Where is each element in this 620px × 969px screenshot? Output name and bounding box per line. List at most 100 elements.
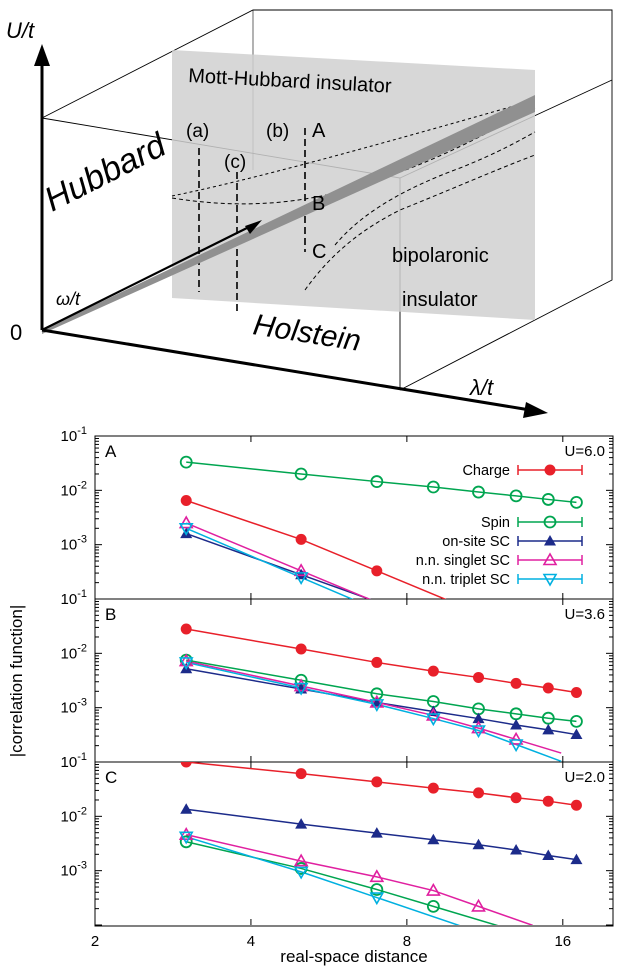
data-point [570, 799, 582, 811]
data-point [427, 833, 440, 845]
series-line-n-n-triplet-sc [185, 836, 461, 925]
lambda-axis [41, 328, 531, 412]
data-point [178, 831, 194, 845]
legend-marker [544, 535, 556, 546]
data-point [570, 728, 583, 740]
data-point [295, 643, 307, 655]
mott-boundary-2 [171, 99, 536, 197]
series-line-n-n-singlet-sc [186, 833, 533, 925]
data-point [510, 677, 522, 689]
panel-u-label: U=6.0 [565, 443, 605, 460]
data-point [508, 739, 524, 753]
panel-letter: B [105, 605, 116, 624]
data-point [472, 838, 485, 850]
point-c-paren-label: (c) [224, 152, 246, 173]
point-C-label: C [312, 241, 326, 263]
legend-marker [542, 552, 558, 566]
x-axis-label: real-space distance [280, 947, 427, 966]
data-point [294, 467, 308, 481]
data-point [369, 869, 385, 883]
legend-label: on-site SC [442, 534, 510, 550]
series-layer [178, 455, 583, 925]
y-tick-label: 10-3 [61, 860, 87, 880]
point-b-paren-label: (b) [266, 121, 289, 142]
legend-label: n.n. triplet SC [422, 572, 510, 588]
data-point [570, 714, 583, 728]
panel-A-series [178, 455, 583, 599]
data-point [180, 803, 193, 814]
legend-label: Charge [462, 463, 510, 479]
panels-frame [94, 435, 614, 927]
panel-u-label: U=2.0 [565, 769, 605, 786]
x-tick-label: 4 [247, 933, 255, 950]
y-tick-label: 10-1 [61, 588, 87, 608]
data-point [425, 882, 441, 896]
series-line-on-site-sc [185, 532, 372, 599]
series-line-spin [186, 841, 499, 925]
omega-axis-label: ω/t [56, 289, 81, 309]
data-point [293, 563, 309, 577]
data-point [570, 853, 583, 865]
bipolaronic-label-1: bipolaronic [392, 245, 489, 267]
data-point [570, 687, 582, 699]
data-point [508, 731, 524, 745]
bipolaronic-boundary-1 [304, 154, 536, 291]
panel-C-series [178, 762, 583, 925]
data-point [426, 480, 440, 494]
data-point [293, 682, 309, 696]
panel-labels: A U=6.0 B U=3.6 C U=2.0 [105, 442, 605, 787]
data-point [426, 899, 440, 913]
data-point [180, 623, 192, 635]
data-point [371, 565, 383, 577]
data-point [178, 515, 194, 529]
data-point [295, 533, 307, 545]
data-point [369, 699, 385, 712]
y-tick-label: 10-1 [61, 751, 87, 771]
data-point [293, 866, 309, 880]
point-A-label: A [312, 120, 326, 142]
legend-label: Spin [481, 515, 510, 531]
hubbard-label: Hubbard [38, 126, 172, 220]
data-point [542, 723, 555, 735]
data-point [427, 782, 439, 794]
y-axis-label: |correlation function| [7, 605, 26, 757]
x-tick-label: 2 [91, 933, 99, 950]
data-point [179, 455, 193, 469]
y-tick-label: 10-2 [61, 805, 87, 825]
panel-letter: A [105, 442, 117, 461]
data-point [570, 495, 583, 509]
data-point [425, 713, 441, 727]
series-line-charge [185, 499, 447, 599]
data-point [542, 682, 554, 694]
data-point [473, 787, 485, 799]
series-line-on-site-sc [186, 808, 577, 861]
data-point [509, 489, 523, 503]
data-point [295, 818, 308, 829]
data-point [180, 494, 192, 506]
legend-label: n.n. singlet SC [416, 553, 510, 569]
u-axis-label: U/t [6, 18, 35, 43]
x-tick-label: 8 [403, 933, 411, 950]
y-tick-label: 10-1 [61, 425, 87, 445]
data-point [427, 665, 439, 677]
lambda-arrowhead [523, 402, 548, 418]
holstein-label: Holstein [251, 308, 363, 358]
data-point [510, 792, 522, 804]
data-point [369, 892, 385, 906]
bipolaronic-boundary-2 [334, 131, 536, 246]
data-point [178, 523, 194, 536]
point-a-paren-label: (a) [186, 121, 209, 142]
box-back-edges [41, 9, 613, 391]
data-point [370, 827, 383, 838]
data-point [510, 844, 523, 855]
data-point [179, 835, 193, 849]
series-line-n-n-singlet-sc [185, 522, 371, 599]
legend-marker [544, 464, 556, 476]
data-point [293, 678, 309, 692]
x-tick-label: 16 [554, 933, 571, 950]
origin-label: 0 [10, 320, 22, 345]
data-point [471, 725, 486, 739]
data-point [471, 898, 486, 912]
panel-letter: C [105, 768, 117, 787]
